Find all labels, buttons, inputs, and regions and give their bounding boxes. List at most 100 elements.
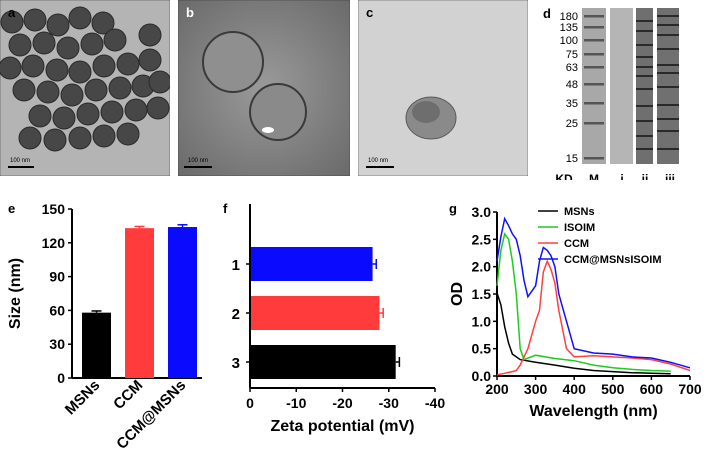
- chart-zeta: f 0 -10 -20 -30 -40 Zeta potential (mV) 1 2 3: [223, 201, 445, 435]
- nanoparticle: [84, 78, 108, 102]
- band: [584, 66, 604, 69]
- nanoparticle: [23, 8, 47, 32]
- panel-letter-e: e: [8, 201, 15, 216]
- tem-image-b: 100 nm b: [177, 0, 351, 177]
- band: [657, 72, 679, 74]
- nanoparticle: [32, 31, 56, 55]
- band: [636, 75, 653, 77]
- x-tick-label: 400: [563, 381, 587, 397]
- nanoparticle: [68, 126, 92, 150]
- x-tick-label: -30: [379, 395, 399, 411]
- nanoparticle: [92, 54, 116, 78]
- artifact: [262, 127, 274, 133]
- band: [657, 130, 679, 132]
- band: [636, 56, 653, 58]
- y-tick-label: 2.5: [472, 231, 492, 247]
- bar: [82, 312, 111, 378]
- panel-f: f 0 -10 -20 -30 -40 Zeta potential (mV) 1 2 3: [218, 196, 453, 459]
- band: [636, 88, 653, 90]
- nanoparticle: [124, 98, 148, 122]
- y-tick-label: 90: [49, 269, 65, 285]
- band: [584, 15, 604, 18]
- nanoparticle: [76, 102, 100, 126]
- scale-label: 100 nm: [368, 158, 388, 164]
- x-tick-label: 0: [246, 395, 254, 411]
- y-tick-label: 30: [49, 336, 65, 352]
- band: [584, 53, 604, 56]
- x-tick-label: 600: [640, 381, 664, 397]
- nanoparticle: [100, 100, 124, 124]
- series-line: [496, 232, 671, 372]
- marker-label: 180: [560, 11, 578, 23]
- nanoparticle: [148, 70, 172, 94]
- band: [584, 39, 604, 42]
- y-tick-label: 2.0: [472, 259, 492, 275]
- nanoparticle: [68, 60, 92, 84]
- nanoparticle: [138, 23, 162, 47]
- x-tick-label: -20: [332, 395, 352, 411]
- x-tick-label: CCM: [110, 377, 146, 413]
- panel-letter-f: f: [223, 201, 228, 216]
- x-tick-label: 700: [678, 381, 702, 397]
- marker-label: 25: [566, 118, 578, 130]
- lane-M: [582, 8, 606, 164]
- band: [657, 86, 679, 88]
- lane-label: M: [589, 172, 599, 180]
- y-tick-label: 0: [57, 370, 65, 386]
- band: [636, 20, 653, 22]
- band: [636, 44, 653, 46]
- marker-label: 100: [560, 35, 578, 47]
- y-tick-label: 1: [232, 257, 240, 274]
- series-line: [496, 216, 691, 369]
- nanoparticle: [21, 54, 45, 78]
- nanoparticle: [138, 48, 162, 72]
- scale-label: 100 nm: [188, 158, 208, 164]
- x-axis-label: Zeta potential (mV): [270, 418, 414, 435]
- nanoparticle: [108, 76, 132, 100]
- panel-letter-a: a: [8, 5, 16, 20]
- band: [584, 102, 604, 105]
- band: [584, 122, 604, 125]
- y-tick-label: 1.0: [472, 313, 492, 329]
- nanoparticle: [43, 128, 67, 152]
- nanoparticle: [60, 83, 84, 107]
- marker-label: 75: [566, 49, 578, 61]
- band: [636, 148, 653, 150]
- nanoparticle: [36, 80, 60, 104]
- marker-label: 63: [566, 62, 578, 74]
- bar: [168, 227, 197, 378]
- nanoparticle: [68, 6, 92, 30]
- band: [657, 104, 679, 106]
- y-axis-label: OD: [449, 282, 466, 306]
- legend-label: MSNs: [564, 206, 595, 218]
- bar: [251, 247, 373, 281]
- nanoparticle: [116, 122, 140, 146]
- nanoparticle: [116, 52, 140, 76]
- panel-e: e 0 30 60 90 120 150 Size (nm) MSNs CCM CCM@MSNs: [0, 196, 215, 459]
- bar: [251, 296, 380, 330]
- nanoparticle: [92, 124, 116, 148]
- y-tick-label: 0.5: [472, 341, 492, 357]
- y-tick-label: 3.0: [472, 204, 492, 220]
- panel-g: g 0.0 0.5 1.0 1.5 2.0 2.5 3.0 200 300 400 500 600 700…: [440, 196, 708, 459]
- band: [584, 26, 604, 29]
- panel-letter-b: b: [186, 5, 194, 20]
- nanoparticle: [146, 96, 170, 120]
- series-line: [496, 259, 691, 376]
- band: [657, 48, 679, 50]
- panel-letter-d: d: [543, 6, 551, 21]
- y-tick-label: 120: [42, 235, 66, 251]
- series-line: [496, 292, 671, 375]
- nanoparticle: [0, 10, 24, 34]
- band: [636, 30, 653, 32]
- nanoparticle: [56, 36, 80, 60]
- bands: [584, 15, 679, 160]
- lane-label: iii: [665, 172, 675, 180]
- band: [584, 83, 604, 86]
- y-tick-label: 0.0: [472, 368, 492, 384]
- y-tick-label: 1.5: [472, 286, 492, 302]
- tem-image-a: 100 nm a: [0, 0, 172, 177]
- band: [657, 118, 679, 120]
